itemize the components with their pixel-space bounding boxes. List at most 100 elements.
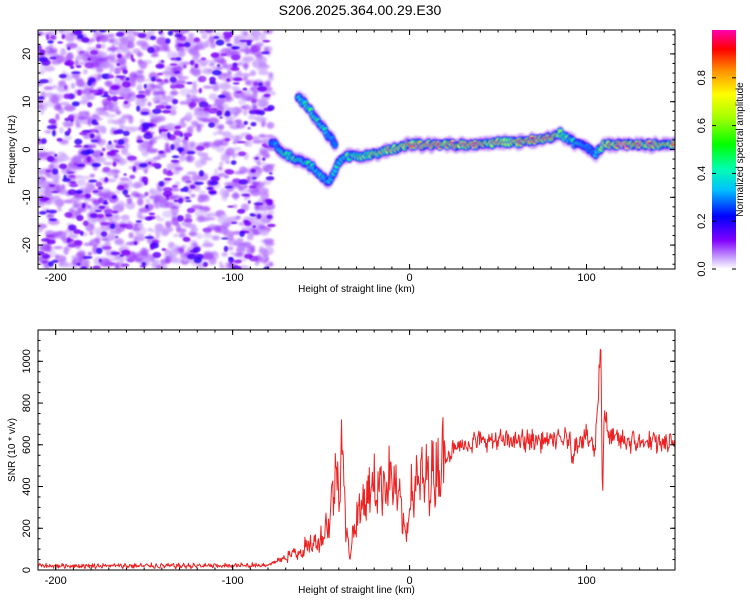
noise-speckle: [98, 205, 106, 210]
noise-speckle: [259, 32, 267, 42]
noise-speckle: [232, 82, 240, 85]
noise-speckle: [93, 93, 102, 96]
noise-speckle: [68, 239, 74, 242]
noise-speckle: [52, 168, 59, 175]
noise-speckle: [64, 59, 75, 67]
noise-speckle: [219, 265, 225, 269]
noise-speckle: [81, 94, 93, 101]
noise-speckle: [247, 200, 251, 204]
noise-speckle: [46, 209, 50, 213]
noise-speckle: [198, 117, 210, 122]
noise-speckle: [54, 103, 62, 111]
noise-speckle: [165, 220, 172, 228]
noise-speckle: [233, 241, 245, 247]
noise-speckle: [231, 265, 242, 269]
noise-speckle: [165, 105, 172, 110]
noise-speckle: [190, 94, 196, 99]
noise-speckle: [259, 228, 269, 236]
noise-speckle: [155, 115, 166, 122]
noise-speckle: [139, 265, 147, 268]
noise-speckle: [183, 42, 191, 48]
noise-speckle: [115, 75, 126, 79]
noise-speckle: [138, 91, 146, 94]
noise-speckle: [133, 241, 138, 246]
noise-speckle: [69, 65, 75, 70]
noise-speckle: [182, 236, 191, 242]
noise-speckle: [168, 196, 177, 201]
noise-speckle: [79, 131, 88, 136]
noise-speckle: [188, 32, 195, 40]
noise-speckle: [229, 261, 233, 265]
noise-speckle: [46, 125, 57, 130]
noise-speckle: [107, 38, 115, 43]
noise-speckle: [191, 204, 204, 210]
noise-speckle: [221, 252, 228, 257]
noise-speckle: [253, 81, 259, 87]
noise-speckle: [87, 251, 92, 256]
noise-speckle: [169, 63, 178, 66]
noise-speckle: [115, 236, 119, 238]
noise-speckle: [110, 223, 116, 230]
noise-speckle: [219, 161, 224, 167]
noise-speckle: [71, 101, 80, 107]
noise-speckle: [63, 134, 72, 141]
noise-speckle: [189, 230, 197, 237]
noise-speckle: [218, 172, 226, 177]
noise-speckle: [39, 79, 49, 84]
noise-speckle: [104, 208, 113, 214]
noise-speckle: [182, 186, 189, 193]
noise-speckle: [128, 232, 134, 239]
noise-speckle: [147, 46, 155, 54]
noise-speckle: [244, 89, 251, 96]
noise-speckle: [209, 81, 217, 85]
noise-speckle: [85, 181, 94, 191]
noise-speckle: [224, 110, 231, 117]
noise-speckle: [161, 248, 166, 251]
noise-speckle: [219, 116, 223, 119]
noise-speckle: [189, 101, 197, 108]
noise-speckle: [252, 228, 260, 235]
noise-speckle: [136, 139, 144, 143]
noise-speckle: [100, 152, 104, 156]
noise-speckle: [122, 87, 131, 93]
noise-speckle: [141, 261, 146, 267]
noise-speckle: [171, 30, 182, 33]
noise-speckle: [145, 204, 149, 209]
noise-speckle: [166, 162, 176, 171]
noise-speckle: [243, 196, 248, 201]
noise-speckle: [47, 261, 54, 267]
noise-speckle: [243, 31, 249, 37]
noise-speckle: [252, 225, 256, 229]
noise-speckle: [206, 187, 214, 190]
noise-speckle: [38, 168, 44, 176]
noise-speckle: [67, 243, 77, 248]
noise-speckle: [212, 235, 221, 241]
noise-speckle: [106, 96, 113, 102]
noise-speckle: [136, 252, 148, 257]
noise-speckle: [206, 212, 217, 217]
noise-speckle: [162, 210, 175, 218]
noise-speckle: [166, 171, 174, 176]
noise-speckle: [124, 194, 131, 198]
noise-speckle: [71, 71, 81, 74]
noise-speckle: [189, 60, 195, 66]
noise-speckle: [206, 157, 213, 161]
noise-speckle: [237, 208, 246, 214]
noise-speckle: [52, 195, 61, 202]
noise-speckle: [101, 231, 108, 237]
noise-speckle: [208, 180, 219, 186]
noise-speckle: [177, 76, 189, 80]
noise-speckle: [197, 152, 206, 157]
noise-speckle: [74, 138, 83, 145]
chart-title: S206.2025.364.00.29.E30: [279, 2, 442, 18]
noise-speckle: [226, 246, 234, 251]
noise-speckle: [77, 34, 84, 40]
noise-speckle: [243, 109, 248, 116]
noise-speckle: [111, 210, 119, 214]
noise-speckle: [114, 205, 121, 213]
tick-label: 0: [21, 567, 33, 573]
noise-speckle: [134, 193, 142, 198]
snr-xlabel: Height of straight line (km): [298, 585, 415, 596]
noise-speckle: [223, 174, 229, 179]
noise-speckle: [64, 84, 68, 90]
